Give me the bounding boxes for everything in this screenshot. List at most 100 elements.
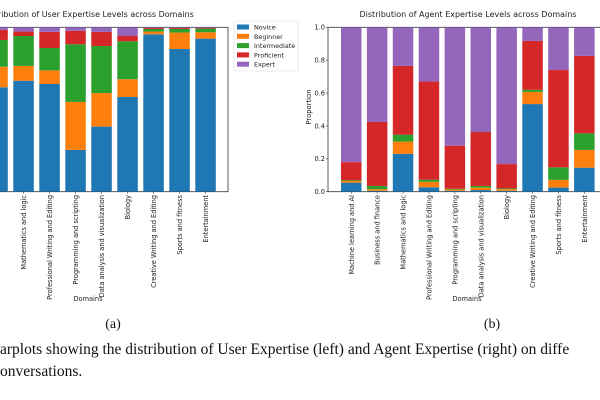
chart0-bar-novice <box>65 149 86 192</box>
chart0-bar-beginner <box>13 65 34 81</box>
chart0-bar-novice <box>39 84 60 192</box>
chart1-bar-proficient <box>444 145 466 189</box>
chart0-bar-intermediate <box>195 28 216 33</box>
chart0-bar-intermediate <box>117 41 138 80</box>
chart0-bar-expert <box>39 27 60 32</box>
chart0-panel-label: (a) <box>105 317 121 332</box>
chart1-bar-proficient <box>522 40 543 90</box>
chart1-bar-proficient <box>496 164 517 189</box>
chart0-x-axis-label: Domains <box>73 295 103 303</box>
chart1-bar-expert <box>470 27 491 133</box>
chart1-panel-label: (b) <box>484 317 501 332</box>
chart1-bar-novice <box>522 104 543 192</box>
chart0-bar-beginner <box>143 31 164 35</box>
chart1-x-tick-label: Mathematics and logic <box>400 195 408 270</box>
legend-swatch-novice <box>237 24 249 30</box>
chart0-bar-intermediate <box>39 48 60 71</box>
chart0-bar-novice <box>169 49 190 192</box>
chart0-bar-proficient <box>65 30 86 45</box>
chart1-bar-novice <box>341 182 362 192</box>
chart1-y-tick-label: 0.4 <box>315 122 326 130</box>
chart0-bar-novice <box>0 87 8 192</box>
legend-swatch-proficient <box>237 52 249 58</box>
chart0-x-tick-label: Entertainment <box>202 195 210 243</box>
chart0-bar-expert <box>91 27 112 32</box>
chart1-bar-intermediate <box>341 180 362 182</box>
chart1-bar-expert <box>392 27 414 66</box>
chart1-bar-expert <box>366 27 388 122</box>
chart1-bar-intermediate <box>496 188 517 190</box>
chart1-bar-beginner <box>574 149 595 168</box>
chart0-bar-beginner <box>195 32 216 39</box>
legend-label-proficient: Proficient <box>254 51 284 59</box>
chart0-x-tick-label: Sports and fitness <box>176 194 184 254</box>
chart1-bar-proficient <box>366 121 388 186</box>
chart0-bar-intermediate <box>65 44 86 102</box>
chart0-bar-intermediate <box>0 39 8 67</box>
caption-line-2: onversations. <box>0 363 83 380</box>
chart0-x-tick-label: Biology <box>124 195 132 219</box>
chart1-bar-novice <box>392 153 414 192</box>
chart0-plot-frame <box>0 26 229 193</box>
chart1-bar-beginner <box>392 141 414 154</box>
chart0-x-tick-label: Mathematics and logic <box>20 195 28 270</box>
chart1-bar-expert <box>548 27 569 71</box>
chart0-bar-expert <box>117 27 138 37</box>
chart1-bar-proficient <box>341 162 362 181</box>
chart1-bar-beginner <box>470 187 491 191</box>
chart0-bar-novice <box>117 97 138 192</box>
chart1-bar-novice <box>418 187 440 192</box>
chart0-bar-expert <box>169 27 190 28</box>
chart0-x-tick-label: Programming and scripting <box>72 195 80 285</box>
chart0-bar-beginner <box>65 101 86 150</box>
chart1-bar-beginner <box>366 189 388 191</box>
chart1-bar-expert <box>574 27 595 56</box>
chart1-bar-proficient <box>470 132 491 186</box>
chart1-bar-beginner <box>418 181 440 188</box>
chart1-x-tick-label: Biology <box>503 195 511 219</box>
chart0-x-tick-label: Professional Writing and Editing <box>46 195 54 300</box>
legend-label-intermediate: Intermediate <box>254 42 295 50</box>
chart1-y-tick-label: 1.0 <box>315 24 326 32</box>
chart0-bar-beginner <box>169 32 190 50</box>
chart0-bar-beginner <box>91 93 112 127</box>
chart0-bar-proficient <box>195 27 216 29</box>
chart0-bar-proficient <box>13 31 34 37</box>
chart0-bar-beginner <box>117 79 138 98</box>
chart1-bar-beginner <box>548 179 569 188</box>
chart0-bar-expert <box>143 27 164 28</box>
chart1-bar-novice <box>496 190 517 192</box>
chart1-bar-expert <box>341 27 362 163</box>
chart1-bar-beginner <box>444 189 466 191</box>
chart1-bar-novice <box>548 187 569 192</box>
legend-swatch-intermediate <box>237 43 249 49</box>
chart1-bar-intermediate <box>444 188 466 190</box>
chart0-bar-intermediate <box>169 28 190 33</box>
chart1-title: Distribution of Agent Expertise Levels a… <box>360 10 577 19</box>
chart0-bar-proficient <box>117 36 138 42</box>
chart1-bar-intermediate <box>418 179 440 182</box>
chart1-bar-proficient <box>392 65 414 135</box>
chart1-y-tick-label: 0.6 <box>315 89 326 97</box>
chart1-bar-intermediate <box>574 133 595 150</box>
chart0-bar-novice <box>195 38 216 192</box>
chart1-x-tick-label: Professional Writing and Editing <box>425 195 433 300</box>
chart1-bar-intermediate <box>470 185 491 188</box>
legend-label-expert: Expert <box>254 61 275 69</box>
chart1-x-tick-label: Programming and scripting <box>451 195 459 285</box>
chart1-y-axis-label: Proportion <box>305 89 313 124</box>
chart1-bar-intermediate <box>548 167 569 180</box>
chart1-x-tick-label: Business and finance <box>374 195 382 265</box>
chart1-bar-novice <box>470 190 491 192</box>
chart0-x-tick-label: Data analysis and visualization <box>98 195 106 297</box>
chart1-bar-expert <box>496 27 517 165</box>
chart0-bar-intermediate <box>143 28 164 32</box>
chart0-x-tick-label: Creative Writing and Editing <box>150 195 158 288</box>
chart1-bar-expert <box>444 27 466 146</box>
chart0-bar-proficient <box>0 29 8 40</box>
chart0-bar-expert <box>0 27 8 30</box>
legend-label-beginner: Beginner <box>254 33 283 41</box>
chart1-bar-intermediate <box>366 185 388 190</box>
chart0-bar-beginner <box>0 66 8 88</box>
